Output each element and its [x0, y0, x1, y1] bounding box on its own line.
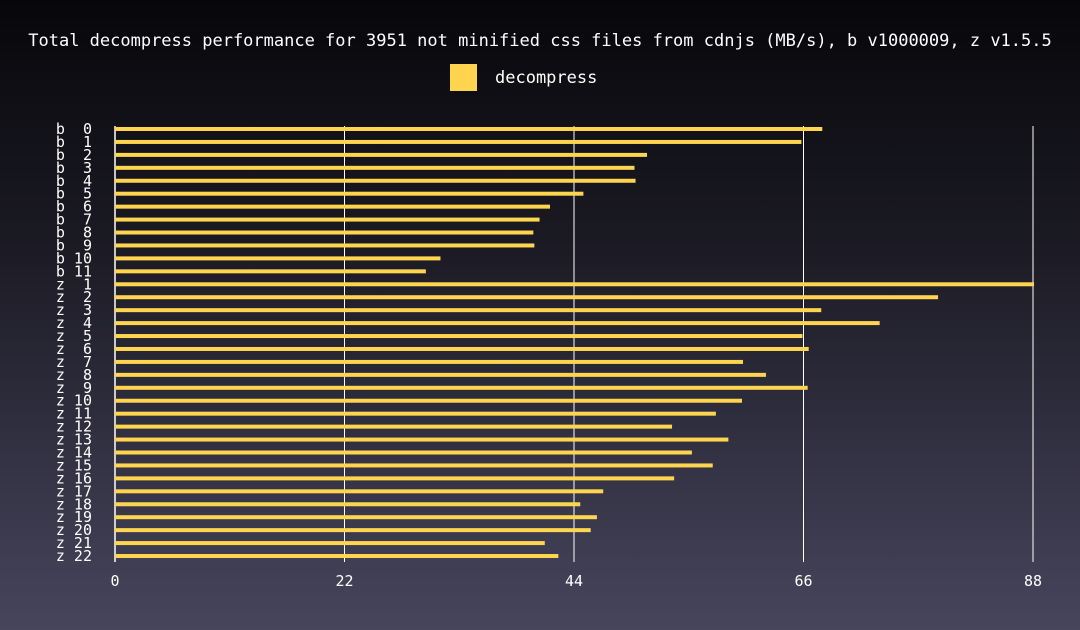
- category-label-z-15: z 15: [56, 456, 92, 474]
- category-label-z-6: z 6: [56, 340, 92, 358]
- grid-lines: [114, 126, 1034, 562]
- category-label-b-9: b 9: [56, 236, 92, 254]
- category-label-b-1: b 1: [56, 133, 92, 151]
- category-label-z-4: z 4: [56, 314, 92, 332]
- bar-b-0: [115, 127, 823, 131]
- bar-z-8: [115, 372, 766, 377]
- bar-b-2: [115, 152, 648, 157]
- x-tick-label-22: 22: [335, 572, 353, 590]
- bar-b-3: [115, 165, 635, 170]
- category-label-z-17: z 17: [56, 482, 92, 500]
- category-label-b-11: b 11: [56, 262, 92, 280]
- bar-z-12: [115, 424, 673, 429]
- bar-z-6: [115, 346, 809, 351]
- category-label-z-22: z 22: [56, 547, 92, 565]
- chart-title: Total decompress performance for 3951 no…: [28, 31, 1052, 51]
- bar-b-5: [115, 191, 584, 196]
- bar-z-17: [115, 489, 604, 494]
- bar-z-15: [115, 463, 713, 468]
- category-label-b-7: b 7: [56, 211, 92, 229]
- category-label-b-0: b 0: [56, 120, 92, 138]
- bar-b-7: [115, 217, 540, 222]
- bar-z-14: [115, 450, 692, 455]
- category-label-b-5: b 5: [56, 185, 92, 203]
- category-label-b-2: b 2: [56, 146, 92, 164]
- category-label-z-9: z 9: [56, 379, 92, 397]
- bar-z-13: [115, 437, 729, 442]
- bar-z-5: [115, 334, 803, 339]
- x-tick-label-66: 66: [794, 572, 812, 590]
- bar-z-1: [115, 282, 1035, 287]
- x-tick-label-88: 88: [1024, 572, 1042, 590]
- bars: [115, 127, 1035, 559]
- category-label-z-8: z 8: [56, 366, 92, 384]
- bar-z-20: [115, 528, 591, 533]
- x-tick-label-44: 44: [565, 572, 583, 590]
- bar-z-22: [115, 554, 559, 559]
- bar-b-8: [115, 230, 534, 235]
- category-label-z-21: z 21: [56, 534, 92, 552]
- category-label-z-13: z 13: [56, 431, 92, 449]
- bar-b-10: [115, 256, 441, 261]
- category-label-b-3: b 3: [56, 159, 92, 177]
- category-label-b-6: b 6: [56, 198, 92, 216]
- legend: decompress: [450, 64, 597, 91]
- bar-z-3: [115, 308, 822, 313]
- category-label-z-1: z 1: [56, 275, 92, 293]
- bar-z-4: [115, 321, 880, 326]
- category-label-z-14: z 14: [56, 444, 92, 462]
- legend-label-decompress: decompress: [495, 68, 597, 88]
- bar-z-10: [115, 398, 742, 403]
- category-label-z-3: z 3: [56, 301, 92, 319]
- category-label-z-11: z 11: [56, 405, 92, 423]
- bar-z-21: [115, 541, 545, 546]
- category-labels: b 0b 1b 2b 3b 4b 5b 6b 7b 8b 9b 10b 11z …: [56, 120, 92, 565]
- category-label-z-20: z 20: [56, 521, 92, 539]
- bar-z-11: [115, 411, 716, 416]
- category-label-b-4: b 4: [56, 172, 92, 190]
- category-label-z-7: z 7: [56, 353, 92, 371]
- category-label-z-16: z 16: [56, 469, 92, 487]
- category-label-b-8: b 8: [56, 224, 92, 242]
- bar-z-7: [115, 359, 743, 364]
- category-label-b-10: b 10: [56, 249, 92, 267]
- bar-b-9: [115, 243, 535, 248]
- category-label-z-19: z 19: [56, 508, 92, 526]
- bar-z-18: [115, 502, 581, 507]
- bar-z-19: [115, 515, 597, 520]
- category-label-z-5: z 5: [56, 327, 92, 345]
- x-tick-label-0: 0: [110, 572, 119, 590]
- category-label-z-18: z 18: [56, 495, 92, 513]
- category-label-z-10: z 10: [56, 392, 92, 410]
- legend-swatch-decompress: [450, 64, 477, 91]
- category-label-z-12: z 12: [56, 418, 92, 436]
- bar-z-2: [115, 295, 939, 300]
- bar-b-6: [115, 204, 551, 209]
- x-tick-labels: 0 22 44 66 88: [110, 572, 1042, 590]
- bar-z-16: [115, 476, 675, 481]
- bar-b-11: [115, 269, 426, 274]
- category-label-z-2: z 2: [56, 288, 92, 306]
- bar-b-1: [115, 139, 802, 144]
- bar-z-9: [115, 385, 808, 390]
- bar-b-4: [115, 178, 636, 183]
